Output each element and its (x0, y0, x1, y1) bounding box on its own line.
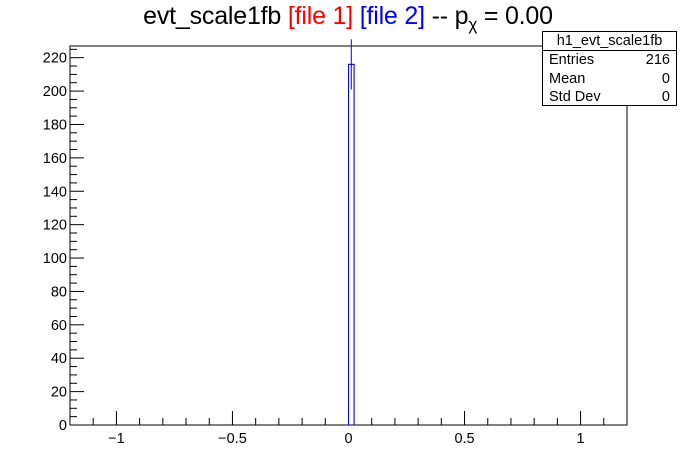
stats-row-mean: Mean 0 (543, 70, 676, 89)
stats-label: Std Dev (549, 89, 601, 105)
y-tick-label: 80 (51, 284, 67, 300)
stats-value: 216 (645, 52, 670, 68)
title-p: p (454, 2, 469, 30)
y-tick-label: 40 (51, 351, 67, 367)
x-tick-label: 0.5 (454, 431, 474, 447)
y-tick-label: 120 (43, 218, 67, 234)
y-tick-label: 140 (43, 184, 67, 200)
x-tick-label: −1 (108, 431, 125, 447)
y-tick-label: 160 (43, 151, 67, 167)
title-sep: -- (431, 2, 448, 30)
title-tail: = 0.00 (483, 2, 553, 30)
stats-row-entries: Entries 216 (543, 51, 676, 70)
stats-name: h1_evt_scale1fb (543, 32, 676, 51)
y-tick-label: 180 (43, 117, 67, 133)
y-tick-label: 200 (43, 84, 67, 100)
stats-row-stddev: Std Dev 0 (543, 88, 676, 107)
file2-bar (348, 63, 355, 425)
title-main: evt_scale1fb (143, 2, 282, 30)
y-tick-label: 100 (43, 251, 67, 267)
x-tick-label: 0 (344, 431, 352, 447)
stats-box: h1_evt_scale1fb Entries 216 Mean 0 Std D… (542, 31, 677, 106)
chart-title: evt_scale1fb [file 1] [file 2] -- pχ = 0… (0, 2, 696, 35)
y-tick-label: 60 (51, 318, 67, 334)
x-tick-label: 1 (577, 431, 585, 447)
title-chi: χ (468, 15, 478, 34)
y-tick-label: 20 (51, 385, 67, 401)
stats-value: 0 (661, 70, 670, 87)
y-tick-label: 0 (59, 418, 67, 434)
stats-label: Entries (549, 52, 595, 68)
stats-label: Mean (549, 70, 586, 87)
title-file2: [file 2] (359, 2, 425, 30)
x-tick-label: −0.5 (218, 431, 247, 447)
file1-bar (348, 63, 355, 425)
y-tick-label: 220 (43, 51, 67, 67)
stats-value: 0 (661, 89, 670, 105)
title-file1: [file 1] (287, 2, 353, 30)
